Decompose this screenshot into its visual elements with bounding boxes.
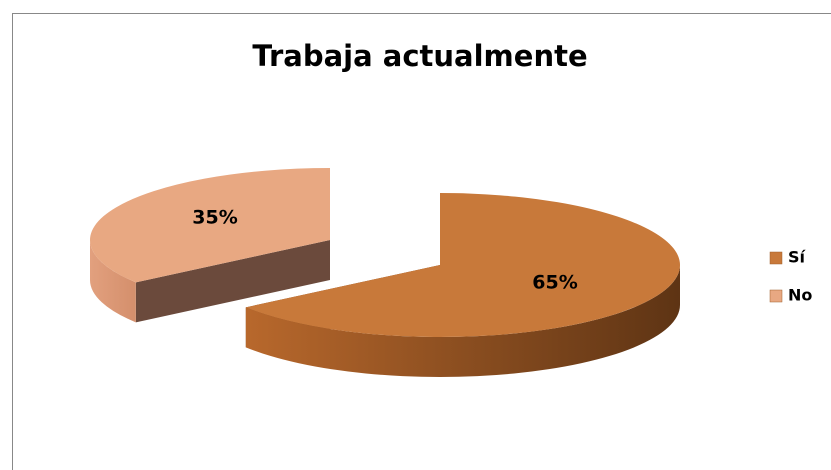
slice-side (135, 240, 330, 323)
legend-swatch (769, 251, 783, 265)
legend-swatch (769, 289, 783, 303)
legend-label: Sí (788, 248, 807, 267)
data-label: 65% (532, 272, 577, 294)
legend-label: No (788, 286, 812, 305)
data-label: 35% (192, 207, 237, 229)
chart-title: Trabaja actualmente (252, 39, 587, 73)
slice (245, 193, 681, 337)
slice-wall (90, 240, 136, 323)
slice-wall (245, 265, 680, 377)
slice (90, 168, 330, 283)
